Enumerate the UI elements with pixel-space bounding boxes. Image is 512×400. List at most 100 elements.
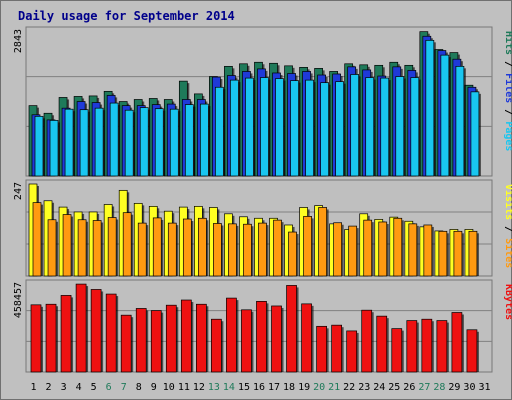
bar-pages-day-17 [275,78,284,177]
y-max-label: 247 [13,182,24,200]
day-label-4: 4 [76,382,82,393]
bar-kbytes-day-5 [90,289,102,373]
day-label-21: 21 [328,382,340,393]
bar-sites-day-15 [243,223,252,277]
day-label-1: 1 [31,382,37,393]
day-label-10: 10 [163,382,175,393]
panel-hits-files-pages: 2843 Hits / Files / Pages [13,26,512,177]
y-max-label: 458457 [13,282,24,318]
bar-pages-day-20 [320,82,329,177]
bar-kbytes-day-28 [436,320,448,373]
bar-kbytes-day-20 [316,325,327,373]
bar-kbytes-day-26 [406,320,418,373]
day-label-16: 16 [253,382,265,393]
bar-kbytes-day-19 [301,303,312,373]
day-label-23: 23 [358,382,370,393]
day-label-22: 22 [343,382,355,393]
day-axis: 1 2 3 4 5 6 7 8 9 10 11 12 13 14 15 16 17 18 19 20 21 22 23 24 2… [31,382,491,393]
bar-sites-day-9 [152,217,162,277]
bar-sites-day-29 [453,230,463,277]
bar-pages-day-13 [215,86,224,177]
bar-sites-day-7 [122,212,132,277]
bar-sites-day-1 [32,202,42,277]
bar-kbytes-day-3 [60,295,72,373]
bar-kbytes-day-14 [226,297,237,373]
series-label-pages: Pages [503,121,512,151]
bar-sites-day-22 [348,225,358,277]
bar-sites-day-19 [303,216,312,277]
series-label-kbytes: KBytes [503,284,512,320]
day-label-3: 3 [61,382,67,393]
bar-sites-day-27 [423,224,433,277]
bar-pages-day-6 [109,102,119,177]
bar-kbytes-day-29 [451,312,463,373]
bar-kbytes-day-30 [466,329,478,373]
bar-kbytes-day-24 [376,315,388,373]
bar-sites-day-13 [213,223,222,277]
bar-pages-day-22 [350,74,360,177]
day-label-12: 12 [193,382,205,393]
bar-pages-day-2 [49,120,59,177]
bar-kbytes-day-1 [30,304,42,373]
bar-sites-day-28 [438,230,448,277]
bar-pages-day-24 [380,77,390,177]
bar-pages-day-5 [94,107,104,177]
bar-kbytes-day-13 [211,318,222,373]
bar-kbytes-day-4 [75,283,87,373]
label-separator: / [503,55,512,73]
day-label-8: 8 [136,382,142,393]
bar-pages-day-3 [64,108,74,177]
series-label-hits: Hits [503,31,512,55]
bar-kbytes-day-25 [391,328,403,373]
day-label-18: 18 [283,382,295,393]
bar-pages-day-23 [365,77,375,177]
bar-sites-day-5 [92,220,102,277]
bar-kbytes-day-15 [241,309,252,373]
chart-title: Daily usage for September 2014 [18,9,235,23]
day-label-5: 5 [91,382,97,393]
day-label-31: 31 [478,382,490,393]
bar-sites-day-21 [333,222,342,277]
bar-sites-day-8 [137,222,147,277]
bar-kbytes-day-22 [346,330,358,373]
bar-sites-day-4 [77,219,87,277]
day-label-2: 2 [46,382,52,393]
bar-kbytes-day-2 [45,303,57,373]
bar-pages-day-12 [200,103,209,177]
bar-pages-day-19 [305,79,314,177]
bar-sites-day-11 [182,218,192,277]
bar-sites-day-24 [378,221,388,277]
bar-sites-day-10 [167,222,177,277]
bar-sites-day-17 [273,219,282,277]
bar-pages-day-11 [184,104,194,177]
bar-sites-day-26 [408,223,418,277]
bar-pages-day-8 [139,107,149,177]
bar-pages-day-15 [245,77,254,177]
day-label-25: 25 [388,382,400,393]
bar-kbytes-day-16 [256,301,267,373]
day-label-24: 24 [373,382,385,393]
bar-sites-day-30 [468,230,478,277]
bar-kbytes-day-23 [361,309,373,373]
bar-kbytes-day-12 [196,303,207,373]
bar-kbytes-day-17 [271,305,282,373]
day-label-30: 30 [463,382,475,393]
bar-kbytes-day-18 [286,285,297,373]
bar-kbytes-day-27 [421,318,433,373]
bar-kbytes-day-11 [180,299,192,373]
bar-kbytes-day-10 [165,304,177,373]
bar-pages-day-30 [470,91,480,177]
bar-sites-day-25 [393,217,403,277]
bar-pages-day-27 [425,39,435,177]
label-separator: / [503,220,512,238]
bar-pages-day-14 [230,79,239,177]
bar-sites-day-12 [198,217,207,277]
bar-kbytes-day-8 [135,308,147,373]
series-label: Visits / Sites [503,184,512,268]
day-label-27: 27 [418,382,430,393]
day-label-17: 17 [268,382,280,393]
series-label: Hits / Files / Pages [503,31,512,151]
day-label-13: 13 [208,382,220,393]
day-label-9: 9 [151,382,157,393]
day-label-11: 11 [178,382,190,393]
